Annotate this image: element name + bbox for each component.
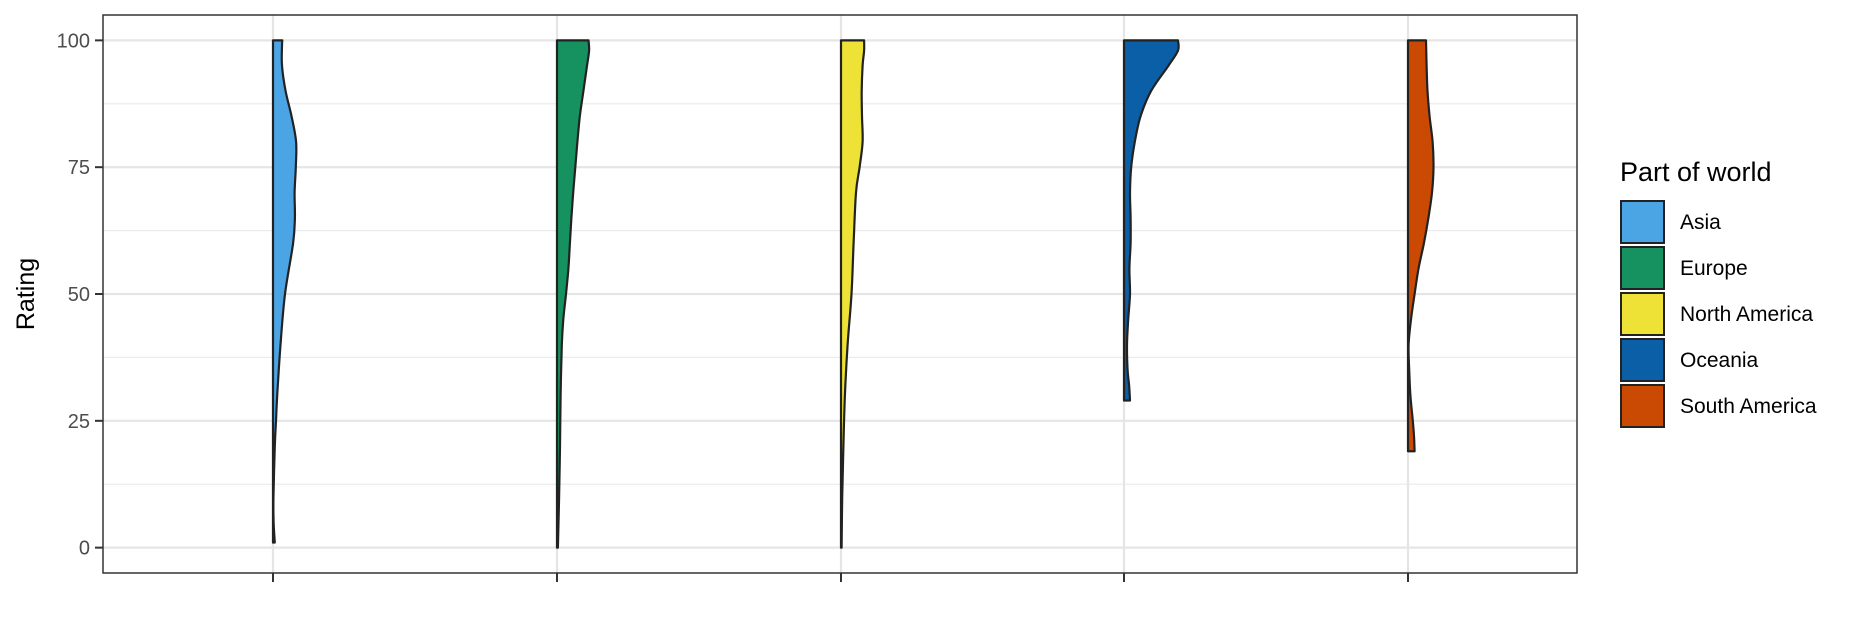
violin-oceania bbox=[1122, 39, 1180, 402]
legend-key-south-america bbox=[1620, 384, 1665, 428]
y-tick-label: 75 bbox=[68, 157, 90, 179]
y-tick-label: 50 bbox=[68, 284, 90, 306]
violin-asia bbox=[271, 39, 298, 544]
legend-key-oceania bbox=[1620, 338, 1665, 382]
legend-title: Part of world bbox=[1620, 157, 1772, 187]
legend-key-europe bbox=[1620, 246, 1665, 290]
y-tick-label: 100 bbox=[57, 30, 90, 52]
legend-label: Oceania bbox=[1680, 349, 1759, 372]
legend: Part of world Asia Europe North America Oce… bbox=[1620, 157, 1817, 428]
legend-key-asia bbox=[1620, 200, 1665, 244]
legend-label: Asia bbox=[1680, 211, 1721, 234]
violin-europe bbox=[555, 39, 591, 549]
legend-label: South America bbox=[1680, 395, 1817, 418]
y-tick-label: 0 bbox=[79, 538, 90, 560]
violins bbox=[271, 39, 1435, 549]
legend-label: North America bbox=[1680, 303, 1813, 326]
violin-north-america bbox=[839, 39, 866, 549]
y-axis-title: Rating bbox=[12, 258, 40, 330]
y-tick-label: 25 bbox=[68, 411, 90, 433]
violin-south-america bbox=[1406, 39, 1435, 453]
legend-label: Europe bbox=[1680, 257, 1748, 280]
y-axis: 0 25 50 75 100 bbox=[57, 30, 103, 560]
legend-key-north-america bbox=[1620, 292, 1665, 336]
x-axis bbox=[272, 573, 1409, 582]
